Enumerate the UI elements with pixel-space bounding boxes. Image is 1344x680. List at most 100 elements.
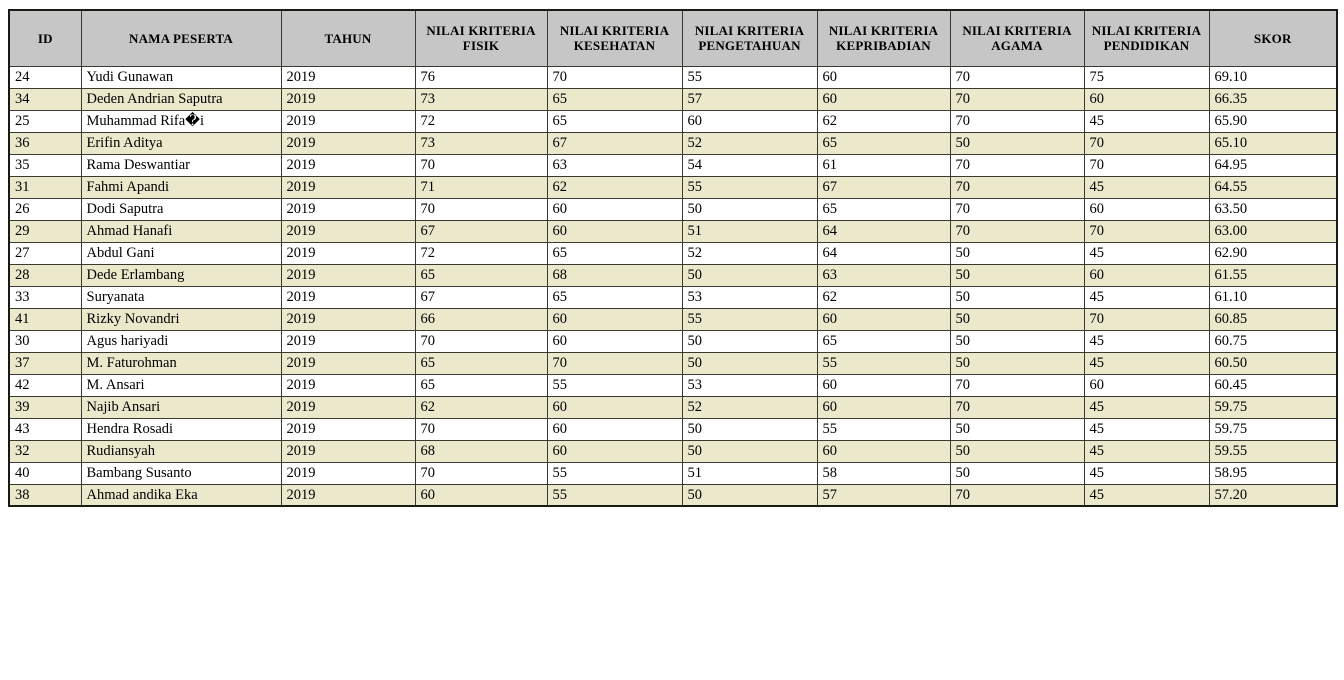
cell-pendidikan: 45 — [1083, 329, 1210, 353]
table-row[interactable]: 30 Agus hariyadi 2019 70 60 50 65 50 45 60.75 — [8, 329, 1338, 353]
column-header-id[interactable]: ID — [8, 9, 82, 67]
cell-fisik: 72 — [414, 241, 548, 265]
cell-agama: 50 — [949, 417, 1085, 441]
cell-skor: 57.20 — [1208, 483, 1338, 507]
cell-tahun: 2019 — [280, 461, 416, 485]
cell-fisik: 70 — [414, 417, 548, 441]
table-row[interactable]: 43 Hendra Rosadi 2019 70 60 50 55 50 45 59.75 — [8, 417, 1338, 441]
cell-id: 34 — [8, 87, 82, 111]
cell-kesehatan: 70 — [546, 65, 683, 89]
cell-agama: 70 — [949, 395, 1085, 419]
column-header-tahun[interactable]: TAHUN — [280, 9, 416, 67]
cell-kesehatan: 55 — [546, 373, 683, 397]
cell-pendidikan: 45 — [1083, 483, 1210, 507]
cell-kesehatan: 70 — [546, 351, 683, 375]
cell-agama: 50 — [949, 329, 1085, 353]
table-row[interactable]: 26 Dodi Saputra 2019 70 60 50 65 70 60 63.50 — [8, 197, 1338, 221]
table-row[interactable]: 42 M. Ansari 2019 65 55 53 60 70 60 60.45 — [8, 373, 1338, 397]
cell-agama: 50 — [949, 263, 1085, 287]
cell-kesehatan: 60 — [546, 439, 683, 463]
cell-pengetahuan: 51 — [681, 461, 818, 485]
column-header-skor[interactable]: SKOR — [1208, 9, 1338, 67]
table-row[interactable]: 29 Ahmad Hanafi 2019 67 60 51 64 70 70 63.00 — [8, 219, 1338, 243]
cell-id: 37 — [8, 351, 82, 375]
column-header-pengetahuan[interactable]: NILAI KRITERIA PENGETAHUAN — [681, 9, 818, 67]
table-row[interactable]: 25 Muhammad Rifa�i 2019 72 65 60 62 70 45 65.90 — [8, 109, 1338, 133]
cell-agama: 70 — [949, 65, 1085, 89]
table-header: ID NAMA PESERTA TAHUN NILAI KRITERIA FISIK N… — [8, 9, 1338, 67]
cell-agama: 70 — [949, 109, 1085, 133]
column-header-agama[interactable]: NILAI KRITERIA AGAMA — [949, 9, 1085, 67]
table-row[interactable]: 31 Fahmi Apandi 2019 71 62 55 67 70 45 64.55 — [8, 175, 1338, 199]
cell-kesehatan: 65 — [546, 87, 683, 111]
cell-kepribadian: 60 — [816, 65, 951, 89]
cell-pendidikan: 70 — [1083, 307, 1210, 331]
cell-skor: 64.95 — [1208, 153, 1338, 177]
cell-pengetahuan: 50 — [681, 483, 818, 507]
table-row[interactable]: 38 Ahmad andika Eka 2019 60 55 50 57 70 45 57.20 — [8, 483, 1338, 507]
cell-fisik: 70 — [414, 197, 548, 221]
cell-tahun: 2019 — [280, 241, 416, 265]
table-row[interactable]: 37 M. Faturohman 2019 65 70 50 55 50 45 60.50 — [8, 351, 1338, 375]
table-row[interactable]: 27 Abdul Gani 2019 72 65 52 64 50 45 62.90 — [8, 241, 1338, 265]
cell-agama: 50 — [949, 131, 1085, 155]
cell-pengetahuan: 54 — [681, 153, 818, 177]
cell-skor: 60.75 — [1208, 329, 1338, 353]
cell-pengetahuan: 52 — [681, 241, 818, 265]
cell-pengetahuan: 60 — [681, 109, 818, 133]
cell-tahun: 2019 — [280, 417, 416, 441]
cell-fisik: 66 — [414, 307, 548, 331]
cell-nama: Erifin Aditya — [80, 131, 282, 155]
cell-fisik: 65 — [414, 263, 548, 287]
column-header-pendidikan[interactable]: NILAI KRITERIA PENDIDIKAN — [1083, 9, 1210, 67]
cell-tahun: 2019 — [280, 329, 416, 353]
column-header-fisik[interactable]: NILAI KRITERIA FISIK — [414, 9, 548, 67]
cell-kepribadian: 64 — [816, 241, 951, 265]
cell-fisik: 70 — [414, 329, 548, 353]
cell-pendidikan: 60 — [1083, 87, 1210, 111]
cell-nama: Rudiansyah — [80, 439, 282, 463]
column-header-nama[interactable]: NAMA PESERTA — [80, 9, 282, 67]
cell-tahun: 2019 — [280, 197, 416, 221]
cell-agama: 50 — [949, 285, 1085, 309]
column-header-kepribadian[interactable]: NILAI KRITERIA KEPRIBADIAN — [816, 9, 951, 67]
cell-nama: Bambang Susanto — [80, 461, 282, 485]
cell-fisik: 72 — [414, 109, 548, 133]
cell-pengetahuan: 57 — [681, 87, 818, 111]
cell-nama: Ahmad andika Eka — [80, 483, 282, 507]
cell-skor: 59.75 — [1208, 395, 1338, 419]
table-row[interactable]: 40 Bambang Susanto 2019 70 55 51 58 50 45 58.95 — [8, 461, 1338, 485]
table-row[interactable]: 36 Erifin Aditya 2019 73 67 52 65 50 70 65.10 — [8, 131, 1338, 155]
cell-kepribadian: 60 — [816, 373, 951, 397]
cell-skor: 59.55 — [1208, 439, 1338, 463]
cell-tahun: 2019 — [280, 483, 416, 507]
cell-skor: 60.50 — [1208, 351, 1338, 375]
cell-kepribadian: 64 — [816, 219, 951, 243]
table-row[interactable]: 39 Najib Ansari 2019 62 60 52 60 70 45 59.75 — [8, 395, 1338, 419]
cell-tahun: 2019 — [280, 65, 416, 89]
cell-nama: Rizky Novandri — [80, 307, 282, 331]
cell-pendidikan: 45 — [1083, 461, 1210, 485]
table-row[interactable]: 24 Yudi Gunawan 2019 76 70 55 60 70 75 69.10 — [8, 65, 1338, 89]
cell-nama: M. Ansari — [80, 373, 282, 397]
cell-tahun: 2019 — [280, 395, 416, 419]
table-row[interactable]: 28 Dede Erlambang 2019 65 68 50 63 50 60 61.55 — [8, 263, 1338, 287]
cell-nama: Dede Erlambang — [80, 263, 282, 287]
cell-id: 27 — [8, 241, 82, 265]
cell-id: 41 — [8, 307, 82, 331]
cell-tahun: 2019 — [280, 109, 416, 133]
table-row[interactable]: 32 Rudiansyah 2019 68 60 50 60 50 45 59.55 — [8, 439, 1338, 463]
cell-fisik: 73 — [414, 87, 548, 111]
table-row[interactable]: 41 Rizky Novandri 2019 66 60 55 60 50 70 60.85 — [8, 307, 1338, 331]
cell-pengetahuan: 55 — [681, 307, 818, 331]
cell-pengetahuan: 50 — [681, 263, 818, 287]
cell-skor: 60.85 — [1208, 307, 1338, 331]
column-header-kesehatan[interactable]: NILAI KRITERIA KESEHATAN — [546, 9, 683, 67]
cell-skor: 65.10 — [1208, 131, 1338, 155]
cell-id: 33 — [8, 285, 82, 309]
table-row[interactable]: 33 Suryanata 2019 67 65 53 62 50 45 61.10 — [8, 285, 1338, 309]
cell-kesehatan: 60 — [546, 329, 683, 353]
table-row[interactable]: 34 Deden Andrian Saputra 2019 73 65 57 60 70 60 6… — [8, 87, 1338, 111]
table-row[interactable]: 35 Rama Deswantiar 2019 70 63 54 61 70 70 64.95 — [8, 153, 1338, 177]
cell-pengetahuan: 50 — [681, 351, 818, 375]
